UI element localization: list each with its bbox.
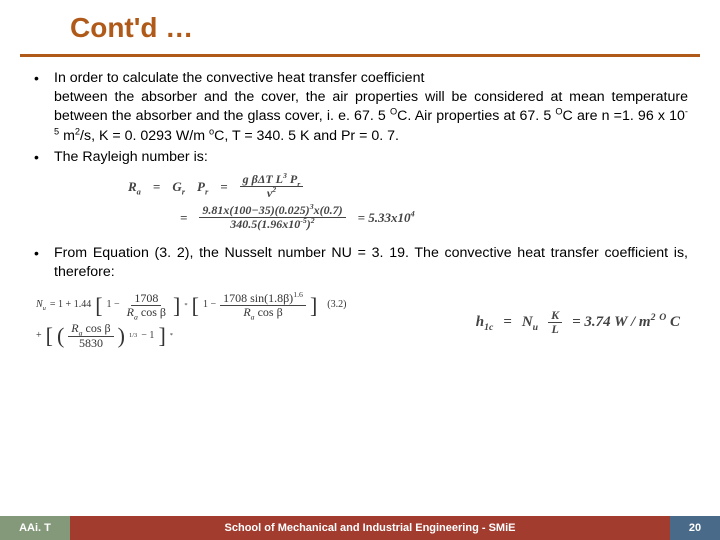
t2: C are n =1. 96 x 10 xyxy=(563,108,685,124)
equation-h1c: h1c = Nu K L = 3.74 W / m2 O C xyxy=(476,309,680,336)
hn: N xyxy=(522,314,533,330)
nu-plus: + xyxy=(36,330,42,343)
h: h xyxy=(476,314,484,330)
eq-tag: (3.2) xyxy=(327,299,346,312)
eq1-eq2: = xyxy=(220,179,227,195)
footer-left: AAi. T xyxy=(0,516,70,540)
fn3: x(0.7) xyxy=(314,203,343,217)
nu-r2nb: cos β xyxy=(83,321,111,335)
hs: 1c xyxy=(484,322,493,333)
nu-r2d: 5830 xyxy=(76,337,106,350)
sup-oc2: O xyxy=(555,107,562,117)
slide-body: In order to calculate the convective hea… xyxy=(0,57,720,353)
equation-nusselt-row: Nu = 1 + 1.44 [ 1 − 1708 Ra cos β ]* [ 1… xyxy=(36,292,680,353)
eq1-gr: G xyxy=(172,179,181,194)
nu-r2na: R xyxy=(71,321,78,335)
d2: 2 xyxy=(272,185,276,194)
t4: /s, K = 0. 0293 W/m xyxy=(80,128,209,144)
nu-f2ns: 1.6 xyxy=(293,290,303,299)
eq1-res-sup: 4 xyxy=(411,209,415,219)
equation-nusselt-def: Nu = 1 + 1.44 [ 1 − 1708 Ra cos β ]* [ 1… xyxy=(36,292,346,353)
bullet-1: In order to calculate the convective hea… xyxy=(28,69,688,146)
eq1-res: = 5.33x10 xyxy=(358,210,411,225)
t1: C. Air properties at 67. 5 xyxy=(397,108,555,124)
equation-rayleigh: Ra = Gr Pr = g βΔT L3 Pr ν2 = 9.81x(100−… xyxy=(128,173,688,232)
hunit: C xyxy=(666,314,680,330)
eq1-eq3: = xyxy=(180,210,187,226)
eq1-gr-sub: r xyxy=(182,186,185,196)
fd4: 2 xyxy=(311,216,315,225)
eq1-pr-sub: r xyxy=(205,186,208,196)
nu-f2n: 1708 sin(1.8β) xyxy=(223,291,293,305)
hfn: K xyxy=(548,309,562,323)
bullet-2: The Rayleigh number is: xyxy=(28,148,688,167)
nu-a: N xyxy=(36,299,43,310)
nu-c: 1 − xyxy=(203,299,216,312)
slide-footer: AAi. T School of Mechanical and Industri… xyxy=(0,516,720,540)
nu-f2da: R xyxy=(243,305,250,319)
footer-mid: School of Mechanical and Industrial Engi… xyxy=(70,516,670,540)
eq1-pr: P xyxy=(197,179,205,194)
nu-as: u xyxy=(43,305,46,312)
n1: g β xyxy=(243,172,258,186)
nu-fn: 1708 xyxy=(131,292,161,306)
fn1: 9.81x(100−35)(0.025) xyxy=(202,203,309,217)
eq1-frac2: 9.81x(100−35)(0.025)3x(0.7) 340.5(1.96x1… xyxy=(199,204,345,231)
bullet-3: From Equation (3. 2), the Nusselt number… xyxy=(28,244,688,282)
t5: C, T = 340. 5 K and Pr = 0. 7. xyxy=(214,128,399,144)
footer-page-number: 20 xyxy=(670,516,720,540)
hval: = 3.74 W / m xyxy=(572,314,650,330)
slide-title: Cont'd … xyxy=(70,12,720,44)
heq: = xyxy=(503,314,512,331)
eq1-eq1: = xyxy=(153,179,160,195)
bullet-3-text: From Equation (3. 2), the Nusselt number… xyxy=(54,245,688,280)
nu-fda: R xyxy=(127,305,134,319)
nu-f2db: cos β xyxy=(255,305,283,319)
t3: m xyxy=(59,128,75,144)
nu-fdb: cos β xyxy=(138,305,166,319)
n5: r xyxy=(297,179,300,188)
nu-r2b: − 1 xyxy=(141,330,154,343)
hns: u xyxy=(533,322,538,333)
hfd: L xyxy=(548,323,561,336)
n2: ΔT L xyxy=(258,172,283,186)
bullet-1-text-a: In order to calculate the convective hea… xyxy=(54,70,424,86)
bullet-2-text: The Rayleigh number is: xyxy=(54,149,208,165)
fd1: 340.5(1.96x10 xyxy=(230,217,300,231)
eq1-lhs: R xyxy=(128,179,137,194)
eq1-frac1: g βΔT L3 Pr ν2 xyxy=(240,173,304,200)
nu-b: = 1 + 1.44 xyxy=(50,299,91,312)
n4: P xyxy=(287,172,297,186)
eq1-lhs-sub: a xyxy=(137,186,141,196)
